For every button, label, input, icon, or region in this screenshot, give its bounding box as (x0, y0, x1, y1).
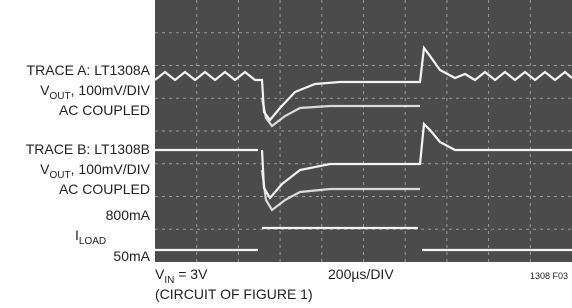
circuit-label: (CIRCUIT OF FIGURE 1) (155, 286, 313, 302)
footer: VIN = 3V (CIRCUIT OF FIGURE 1) 200µs/DIV… (155, 266, 568, 302)
trace-b-scale: VOUT, 100mV/DIV (40, 161, 150, 181)
timebase-label: 200µs/DIV (328, 266, 394, 282)
trace-a-title: TRACE A: LT1308A (27, 62, 151, 78)
left-labels: TRACE A: LT1308A VOUT, 100mV/DIV AC COUP… (26, 62, 151, 264)
trace-a-coupling: AC COUPLED (59, 102, 150, 118)
load-name: ILOAD (75, 227, 106, 247)
figure-id: 1308 F03 (530, 271, 568, 281)
load-low: 50mA (113, 248, 150, 264)
load-high: 800mA (106, 207, 151, 223)
scope-screen (155, 0, 572, 262)
trace-b-title: TRACE B: LT1308B (26, 141, 150, 157)
trace-b-coupling: AC COUPLED (59, 181, 150, 197)
figure: TRACE A: LT1308A VOUT, 100mV/DIV AC COUP… (0, 0, 572, 308)
trace-a-scale: VOUT, 100mV/DIV (40, 82, 150, 102)
vin-label: VIN = 3V (155, 266, 208, 286)
